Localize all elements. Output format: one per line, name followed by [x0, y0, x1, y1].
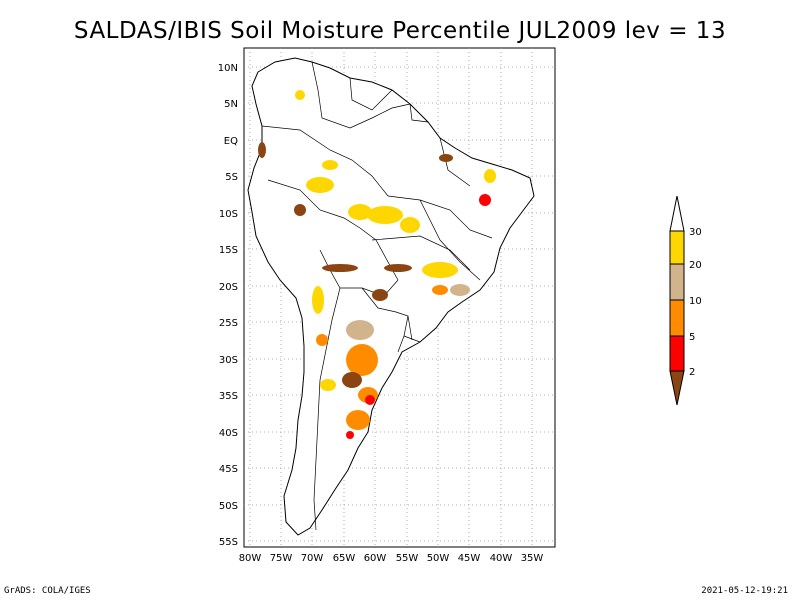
lat-tick-25s: 25S [219, 318, 238, 329]
lon-tick-55w: 55W [396, 553, 419, 564]
legend-label-10: 10 [689, 296, 702, 307]
lat-tick-40s: 40S [219, 428, 238, 439]
legend-swatch-10-20 [669, 263, 685, 301]
lon-tick-65w: 65W [333, 553, 356, 564]
lat-tick-50s: 50S [219, 501, 238, 512]
country-borders [261, 61, 493, 531]
lon-tick-50w: 50W [427, 553, 450, 564]
lon-tick-35w: 35W [521, 553, 544, 564]
legend-swatch-above-30 [669, 195, 685, 232]
footer-credit: GrADS: COLA/IGES [4, 586, 91, 596]
lat-tick-20s: 20S [219, 282, 238, 293]
legend-swatch-2-5 [669, 335, 685, 372]
lat-tick-5n: 5N [224, 99, 238, 110]
lon-tick-45w: 45W [458, 553, 481, 564]
longitude-axis: 80W 75W 70W 65W 60W 55W 50W 45W 40W 35W [239, 553, 544, 564]
legend-label-20: 20 [689, 260, 702, 271]
lat-tick-5s: 5S [225, 172, 238, 183]
lat-tick-eq: EQ [224, 136, 238, 147]
legend-swatch-20-30 [669, 230, 685, 265]
legend-label-5: 5 [689, 332, 695, 343]
legend-swatch-below-2 [669, 370, 685, 406]
legend-label-2: 2 [689, 367, 695, 378]
lat-tick-15s: 15S [219, 245, 238, 256]
lon-tick-40w: 40W [490, 553, 513, 564]
footer-timestamp: 2021-05-12-19:21 [701, 586, 788, 596]
lon-tick-75w: 75W [270, 553, 293, 564]
lat-tick-45s: 45S [219, 464, 238, 475]
lat-tick-10s: 10S [219, 209, 238, 220]
lon-tick-80w: 80W [239, 553, 262, 564]
map-title: SALDAS/IBIS Soil Moisture Percentile JUL… [73, 18, 727, 44]
lat-tick-35s: 35S [219, 391, 238, 402]
legend-swatch-5-10 [669, 299, 685, 337]
lat-tick-55s: 55S [219, 537, 238, 548]
lat-tick-10n: 10N [218, 63, 238, 74]
percentile-shading [258, 90, 496, 439]
lon-tick-70w: 70W [301, 553, 324, 564]
color-legend: 30 20 10 5 2 [669, 195, 702, 406]
lat-tick-30s: 30S [219, 355, 238, 366]
latitude-axis: 10N 5N EQ 5S 10S 15S 20S 25S 30S 35S 40S… [218, 63, 238, 548]
legend-label-30: 30 [689, 227, 702, 238]
lon-tick-60w: 60W [364, 553, 387, 564]
